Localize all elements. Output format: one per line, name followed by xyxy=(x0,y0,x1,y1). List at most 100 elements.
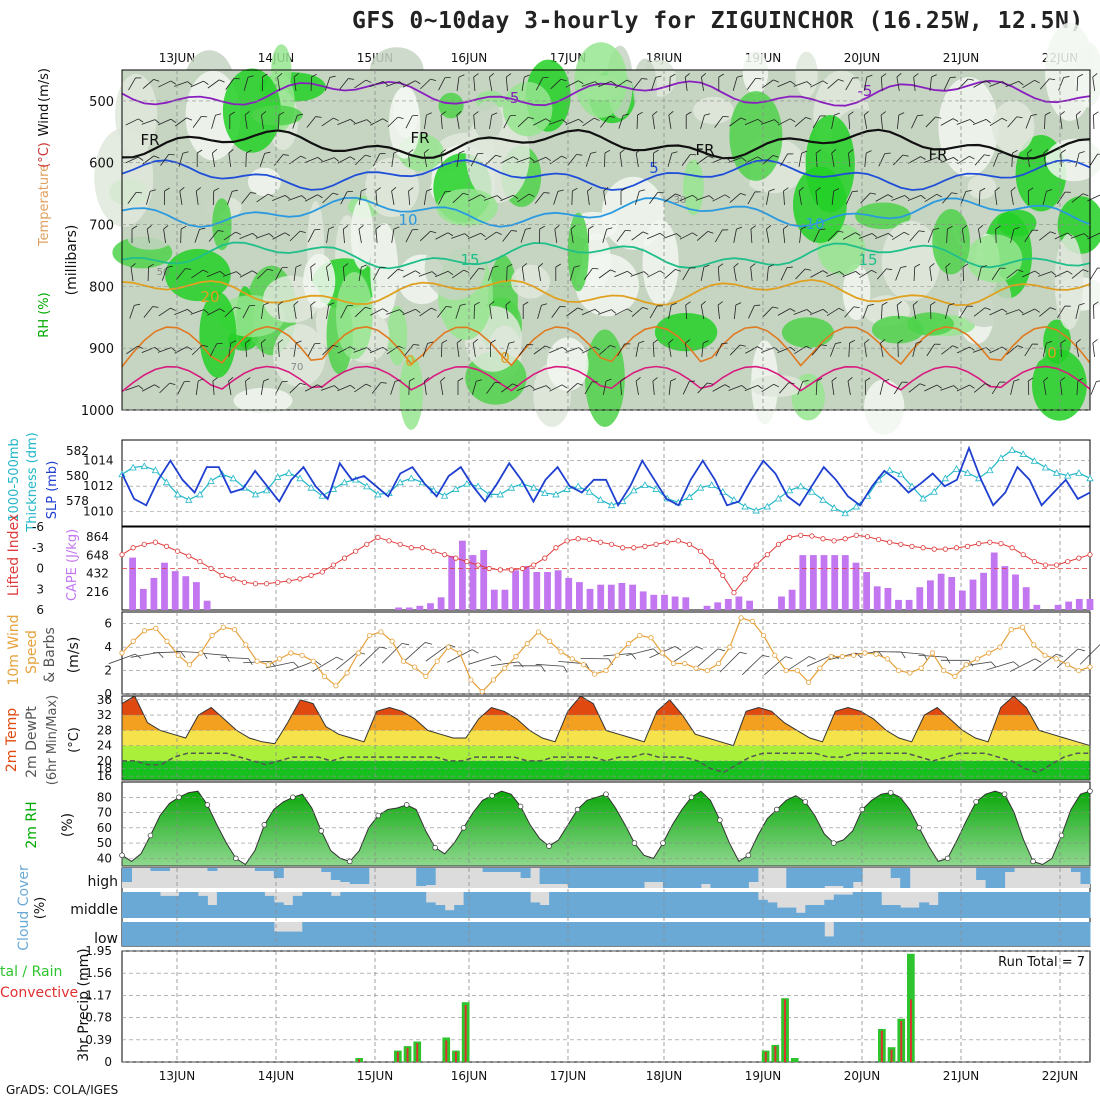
rh-contour-area xyxy=(842,264,871,320)
wind-speed-point xyxy=(299,652,305,658)
wind-barb xyxy=(684,73,691,91)
thickness-point xyxy=(886,466,894,474)
cloud-bar-low xyxy=(719,922,730,946)
wind-barb xyxy=(815,377,823,396)
wind-barb xyxy=(652,339,659,358)
cloud-bar-low xyxy=(283,931,294,946)
cloud-bar-low xyxy=(881,922,892,946)
cape-bar xyxy=(586,588,594,610)
rh-panel-label: 2m RH xyxy=(24,801,40,848)
cloud-bar-middle xyxy=(273,902,284,918)
rh-contour-area xyxy=(633,58,658,118)
wind-barb xyxy=(896,301,902,319)
rh-tick-label: 50 xyxy=(97,836,112,850)
thickness-point xyxy=(1064,471,1072,479)
wind-barb xyxy=(452,192,469,204)
cape-bar xyxy=(746,600,753,610)
wind-barb xyxy=(941,345,959,355)
wind-barb xyxy=(864,150,872,168)
wind-barb xyxy=(1039,307,1056,317)
thickness-point xyxy=(296,474,304,482)
cloud-bar-high xyxy=(1071,868,1081,872)
cloud-bar-middle xyxy=(957,892,968,918)
wind-barb xyxy=(668,338,674,357)
lifted-index-point xyxy=(709,558,715,565)
wind-barb xyxy=(424,377,430,395)
cloud-bar-low xyxy=(947,922,958,946)
thickness-point xyxy=(830,504,838,511)
wind-barb xyxy=(310,301,316,320)
cloud-bar-middle xyxy=(368,892,379,918)
lifted-index-point xyxy=(497,567,503,573)
wind-barb xyxy=(1006,269,1024,279)
cloud-bar-high xyxy=(273,868,284,878)
wind-barb xyxy=(159,382,176,394)
lifted-index-point xyxy=(898,541,904,547)
wind-barb xyxy=(831,112,840,129)
wind-barb xyxy=(1059,111,1065,129)
cloud-bar-middle xyxy=(805,905,816,918)
cloud-bar-low xyxy=(511,922,522,946)
rh-point xyxy=(916,825,922,831)
precip-tick-label: 0.78 xyxy=(85,1011,112,1025)
wind-barb xyxy=(798,150,808,167)
wind-barb xyxy=(391,150,400,167)
cloud-bar-middle xyxy=(909,907,920,918)
wind-barb xyxy=(602,378,612,395)
cloud-bar-middle xyxy=(1042,892,1053,918)
wind-barb xyxy=(324,75,336,91)
lifted-index-point xyxy=(697,548,704,554)
temp-tick-label: 32 xyxy=(97,708,112,722)
cloud-bar-middle xyxy=(473,892,484,918)
precip-axis-label: 3hr Precip (mm) xyxy=(76,948,92,1061)
rh-point xyxy=(290,794,296,801)
wind-barb xyxy=(664,269,681,279)
cloud-bar-high xyxy=(995,868,1006,888)
wind-barb xyxy=(799,226,807,244)
wind-barb-10m xyxy=(404,642,433,662)
cloud-bar-middle xyxy=(454,905,465,918)
wind-barb xyxy=(471,379,482,395)
cloud-bar-middle xyxy=(577,892,588,918)
rh-contour-area xyxy=(1027,324,1048,362)
wind-barb xyxy=(418,271,437,277)
wind-speed-point xyxy=(209,632,215,639)
wind-barb xyxy=(245,149,252,168)
lifted-index-point xyxy=(753,562,759,568)
cloud-bar-low xyxy=(995,922,1006,946)
wind-speed-point xyxy=(693,665,699,671)
cape-bar xyxy=(405,607,413,610)
cloud-bar-high xyxy=(492,868,503,872)
wind-speed-point xyxy=(603,667,609,674)
li-tick-label: 3 xyxy=(36,582,44,596)
lifted-index-point xyxy=(786,534,793,540)
cape-bar xyxy=(1075,599,1083,610)
date-label-bottom: 22JUN xyxy=(1042,1069,1079,1083)
wind-speed-point xyxy=(1076,667,1082,674)
lifted-index-point xyxy=(564,538,570,544)
cloud-bar-high xyxy=(719,868,730,888)
thickness-tick-label: 578 xyxy=(66,494,89,508)
lifted-index-point xyxy=(219,572,225,579)
wind-speed-point xyxy=(794,667,800,674)
rh-point xyxy=(261,822,268,828)
thickness-point xyxy=(262,486,271,494)
thickness-point xyxy=(340,478,349,486)
thickness-point xyxy=(841,509,849,517)
cloud-bar-high xyxy=(568,868,578,888)
cloud-bar-high xyxy=(824,868,835,886)
temp-tick-label: 36 xyxy=(97,693,112,707)
wind-barb xyxy=(896,112,905,130)
lifted-index-point xyxy=(508,567,515,573)
cloud-bar-middle xyxy=(1004,892,1015,918)
cloud-bar-high xyxy=(482,868,493,872)
wind-barbs-label: & Barbs xyxy=(42,627,58,683)
wind-barb xyxy=(1011,149,1018,168)
contour-label: FR xyxy=(140,131,159,149)
wind-barb xyxy=(909,230,925,242)
wind-barb xyxy=(369,346,388,354)
cloud-bar-low xyxy=(966,922,977,946)
wind-barb xyxy=(729,117,747,127)
cloud-bar-middle xyxy=(311,892,322,918)
wind-barb xyxy=(260,378,270,395)
